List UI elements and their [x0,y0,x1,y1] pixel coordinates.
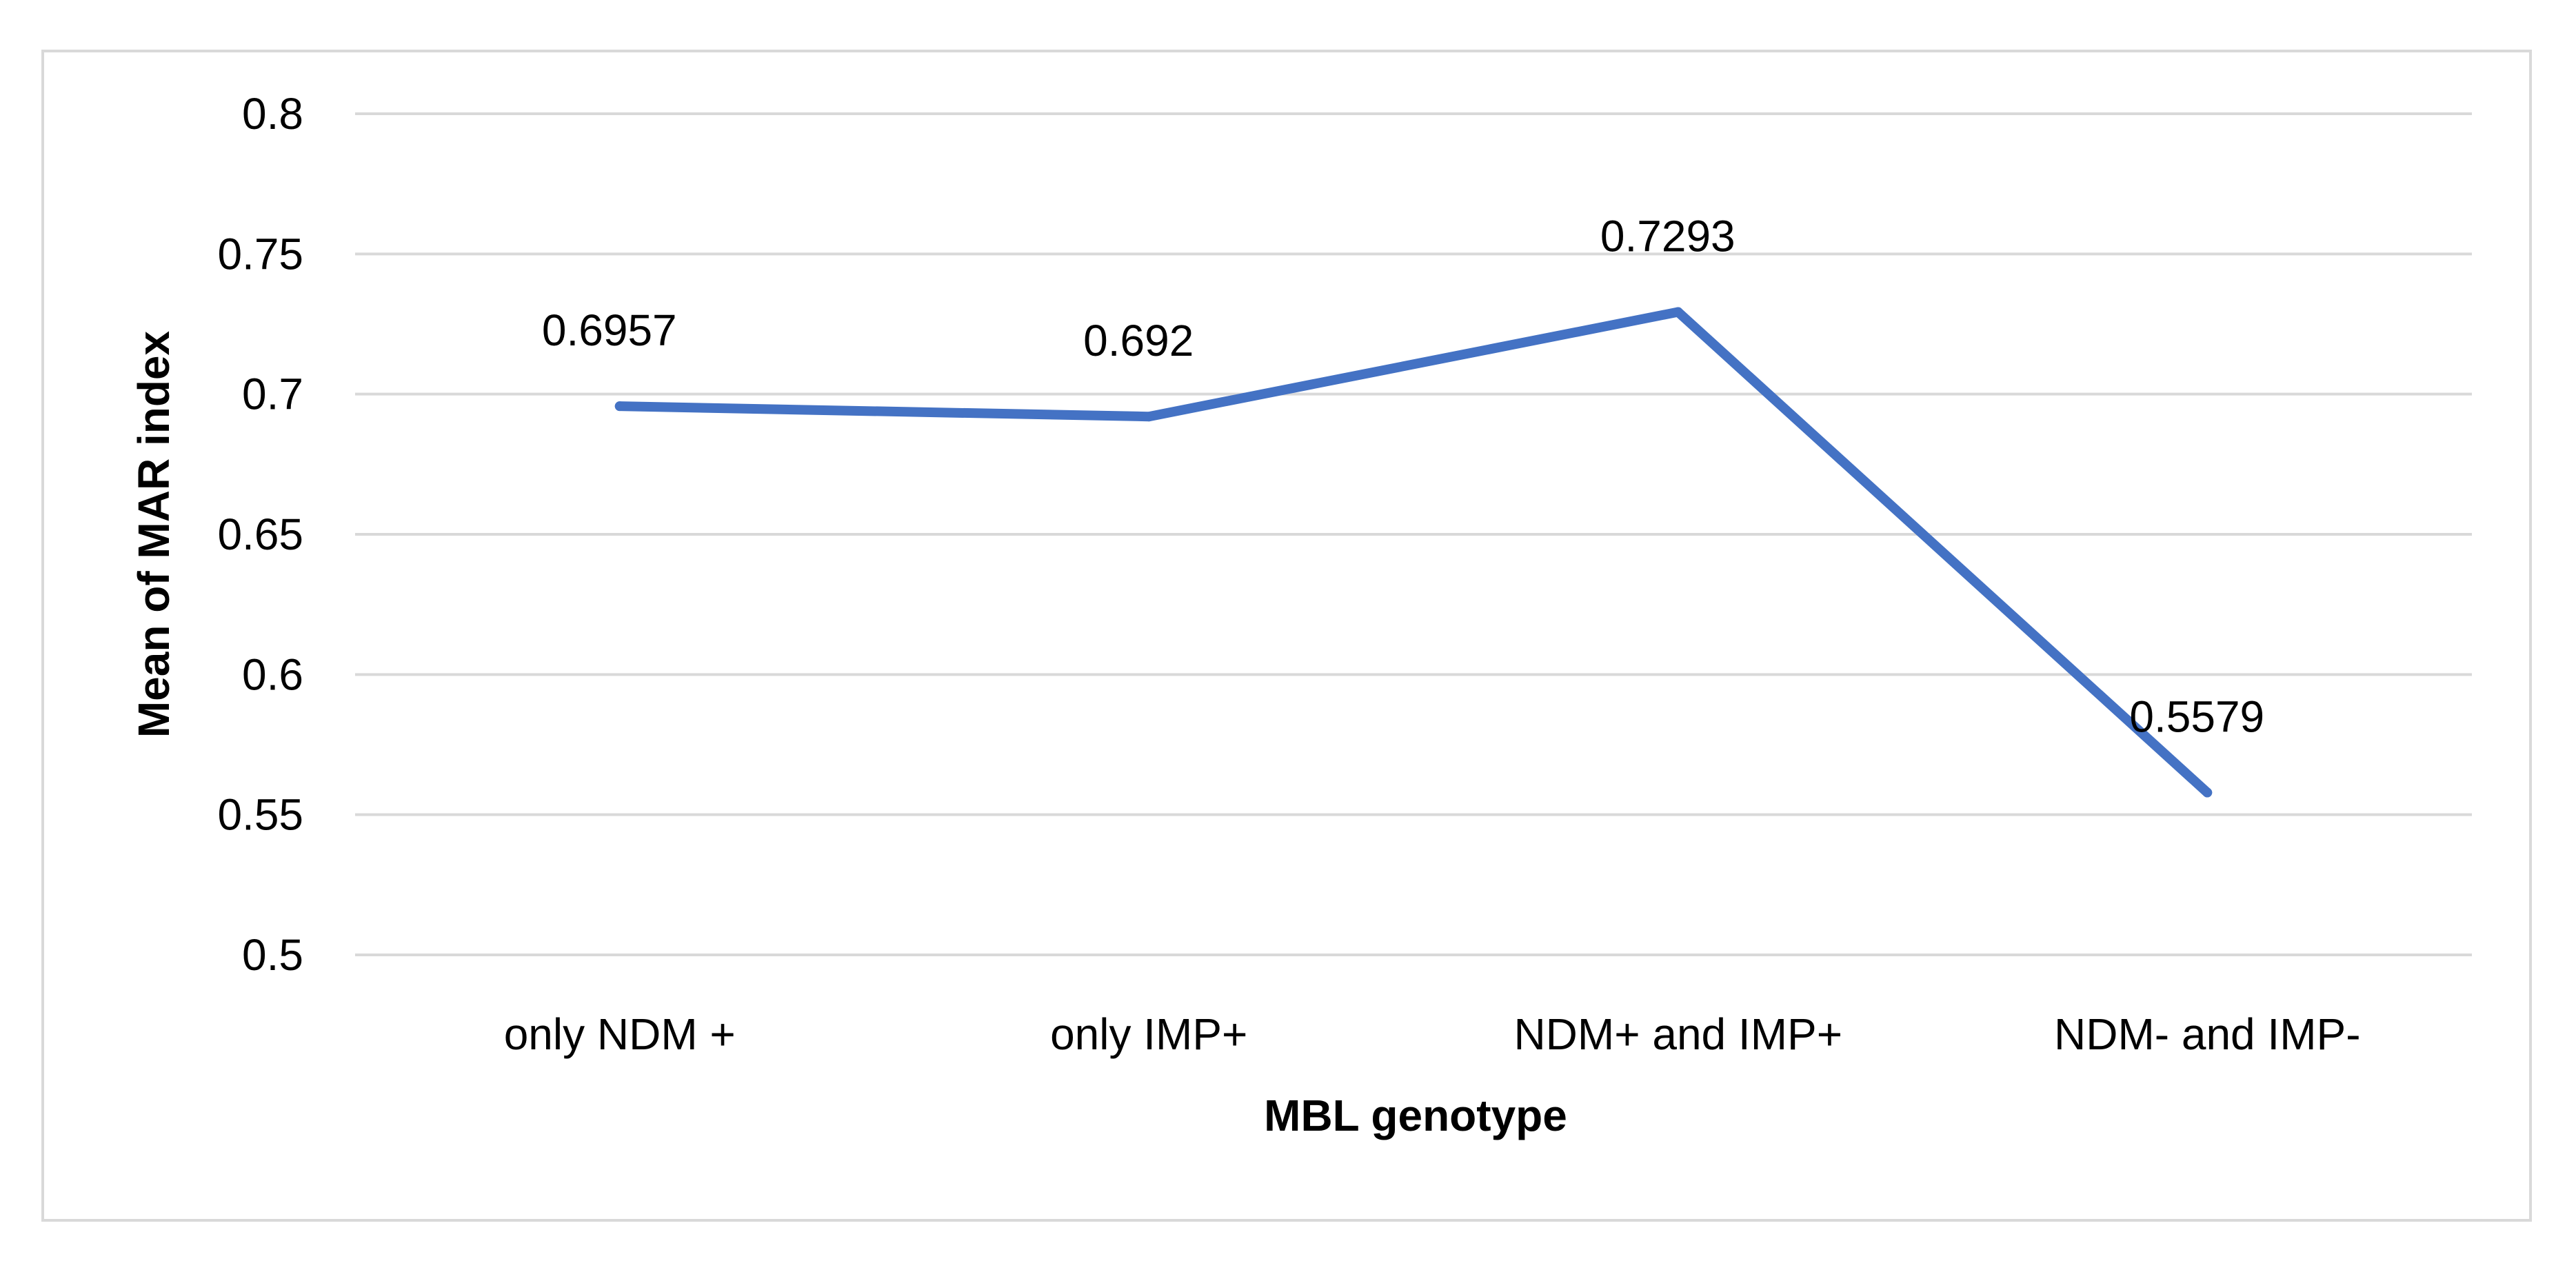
y-axis-title: Mean of MAR index [129,330,179,738]
data-point [614,401,625,412]
y-axis-tick-labels: 0.5 0.55 0.6 0.65 0.7 0.75 0.8 [217,89,303,980]
y-tick-label: 0.75 [217,229,303,279]
x-tick-label: only IMP+ [1050,1009,1247,1059]
x-tick-label: NDM- and IMP- [2054,1009,2361,1059]
y-tick-label: 0.65 [217,510,303,559]
chart-border [41,50,2532,1222]
data-label: 0.692 [1083,316,1194,365]
x-axis-tick-labels: only NDM + only IMP+ NDM+ and IMP+ NDM- and… [504,1009,2361,1059]
data-point [1673,307,1683,317]
x-tick-label: NDM+ and IMP+ [1513,1009,1842,1059]
x-axis-title: MBL genotype [1264,1091,1567,1140]
y-tick-label: 0.8 [242,89,303,139]
data-label: 0.7293 [1600,212,1735,261]
y-tick-label: 0.7 [242,370,303,419]
y-tick-label: 0.55 [217,790,303,840]
data-label: 0.5579 [2129,692,2264,742]
x-tick-label: only NDM + [504,1009,736,1059]
y-tick-label: 0.5 [242,930,303,980]
data-series [614,307,2213,798]
data-label: 0.6957 [542,305,677,355]
series-line [614,307,2213,798]
data-labels: 0.6957 0.692 0.7293 0.5579 [542,212,2264,742]
y-tick-label: 0.6 [242,649,303,699]
data-point [2202,787,2213,798]
gridlines [355,112,2472,956]
data-point [1144,412,1154,422]
